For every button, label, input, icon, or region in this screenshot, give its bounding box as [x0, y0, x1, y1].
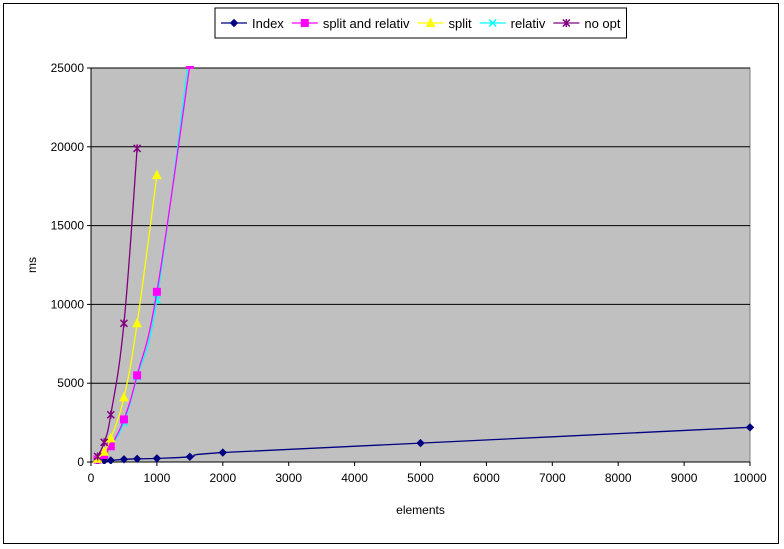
data-point	[133, 144, 142, 153]
data-point	[133, 371, 142, 380]
series-no-opt	[93, 144, 142, 461]
legend-label: relativ	[511, 16, 546, 31]
series-line-no-opt	[97, 148, 138, 457]
data-point	[106, 410, 115, 419]
y-tick-label: 0	[77, 455, 84, 469]
legend-swatch-marker	[562, 18, 571, 28]
legend-item-no-opt: no opt	[553, 16, 621, 31]
legend-swatch-marker	[300, 19, 309, 27]
data-point	[99, 456, 109, 464]
legend-label: Index	[252, 16, 284, 31]
data-point	[152, 169, 162, 180]
data-point	[119, 391, 129, 402]
x-tick-label: 5000	[407, 471, 434, 485]
gridlines	[91, 67, 750, 384]
x-tick-label: 4000	[341, 471, 368, 485]
y-tick-label: 15000	[51, 219, 85, 233]
y-axis-ticks: 0 5000 10000 15000 20000 25000	[51, 61, 91, 469]
data-point	[152, 287, 161, 296]
data-point	[218, 448, 228, 457]
series-split	[92, 169, 162, 463]
x-tick-label: 10000	[733, 471, 767, 485]
legend-swatch-marker	[425, 17, 436, 27]
legend-label: split and relativ	[323, 16, 410, 31]
series-layer	[92, 46, 755, 464]
y-tick-label: 5000	[57, 376, 84, 390]
x-tick-label: 9000	[671, 471, 698, 485]
data-point	[100, 438, 109, 447]
y-axis-title: ms	[25, 257, 39, 273]
legend-item-relativ: relativ	[479, 16, 546, 31]
data-point	[99, 446, 109, 456]
legend-item-split: split	[417, 16, 473, 31]
data-point	[132, 317, 142, 328]
series-index	[93, 423, 755, 464]
data-point	[186, 46, 193, 53]
data-point	[416, 438, 425, 448]
x-tick-label: 8000	[605, 471, 632, 485]
data-point	[93, 452, 102, 461]
x-tick-label: 0	[88, 471, 95, 485]
legend-swatch-marker	[488, 18, 497, 28]
data-point	[119, 455, 129, 464]
legend-label: split	[449, 16, 473, 31]
x-tick-label: 2000	[209, 471, 236, 485]
x-axis-ticks: 0 1000 2000 3000 4000 5000 6000 7000 8000 9000 100…	[88, 462, 767, 485]
data-point	[106, 456, 115, 464]
legend: Index split and relativ split relativ no opt	[214, 7, 627, 39]
x-tick-label: 1000	[144, 471, 171, 485]
data-point	[132, 454, 142, 464]
x-tick-label: 7000	[539, 471, 566, 485]
data-point	[185, 66, 194, 69]
x-tick-label: 3000	[275, 471, 302, 485]
data-point	[185, 452, 195, 462]
legend-swatch-marker	[229, 18, 239, 28]
legend-item-split-and-relativ: split and relativ	[291, 16, 410, 31]
data-point	[119, 415, 128, 424]
legend-item-index: Index	[221, 16, 284, 31]
legend-label: no opt	[584, 16, 621, 31]
y-tick-label: 20000	[51, 140, 85, 154]
x-axis-title: elements	[396, 503, 445, 517]
data-point	[119, 319, 128, 328]
plot-area	[90, 67, 751, 463]
x-tick-label: 6000	[473, 471, 500, 485]
data-point	[152, 454, 162, 463]
y-tick-label: 25000	[51, 61, 85, 75]
y-tick-label: 10000	[51, 297, 85, 311]
data-point	[105, 432, 116, 443]
data-point	[745, 423, 755, 432]
